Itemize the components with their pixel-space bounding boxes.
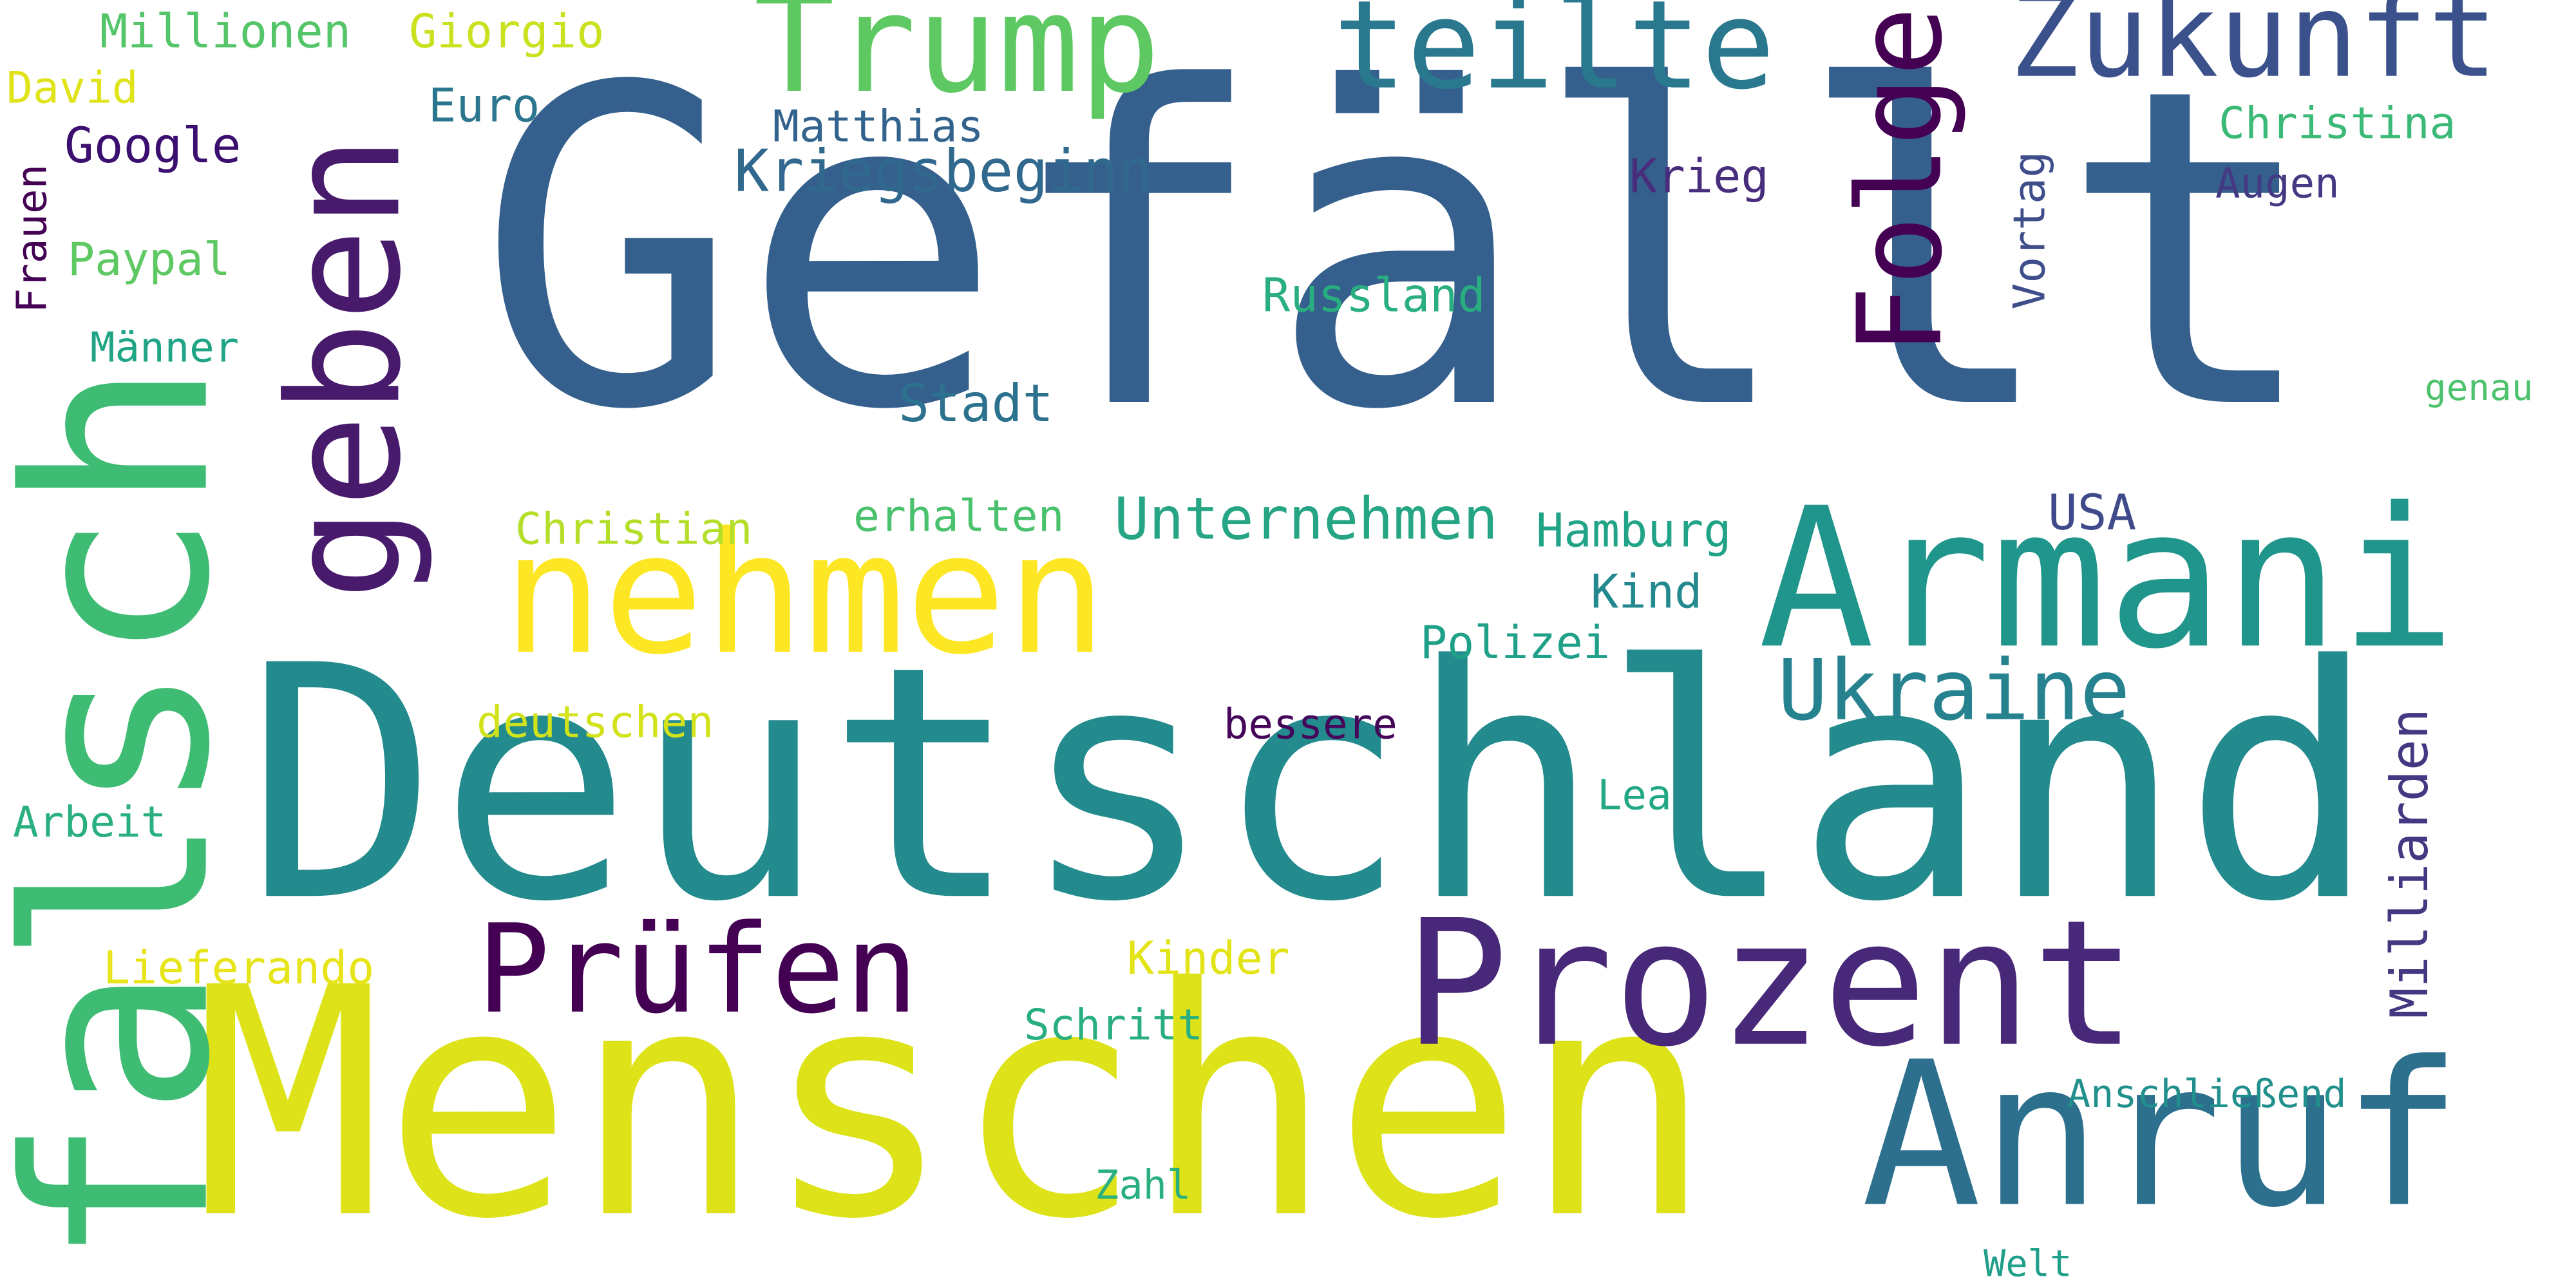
- word-trump: Trump: [753, 0, 1160, 123]
- word-nehmen: nehmen: [502, 497, 1107, 692]
- word-paypal: Paypal: [68, 233, 231, 286]
- word-anschließend: Anschließend: [2067, 1072, 2346, 1117]
- word-genau: genau: [2425, 367, 2533, 409]
- word-kind: Kind: [1591, 565, 1702, 619]
- word-krieg: Krieg: [1629, 149, 1769, 204]
- word-deutschen: deutschen: [477, 697, 714, 748]
- word-armani: Armani: [1758, 466, 2456, 691]
- word-zukunft: Zukunft: [2009, 0, 2498, 104]
- word-schritt: Schritt: [1024, 1000, 1203, 1050]
- word-ukraine: Ukraine: [1777, 641, 2130, 739]
- word-anruf: Anruf: [1861, 1019, 2462, 1252]
- word-erhalten: erhalten: [853, 491, 1065, 542]
- word-stadt: Stadt: [898, 374, 1054, 433]
- word-matthias: Matthias: [773, 102, 984, 153]
- word-milliarden: Milliarden: [2380, 708, 2439, 1019]
- word-polizei: Polizei: [1420, 616, 1610, 669]
- word-kriegsbeginn: Kriegsbeginn: [734, 137, 1153, 205]
- word-usa: USA: [2048, 484, 2136, 541]
- word-christina: Christina: [2219, 99, 2456, 149]
- word-giorgio: Giorgio: [409, 5, 604, 59]
- word-lieferando: Lieferando: [103, 942, 374, 994]
- word-bessere: bessere: [1224, 701, 1397, 748]
- word-teilte: teilte: [1333, 0, 1775, 117]
- word-millionen: Millionen: [100, 5, 351, 59]
- word-arbeit: Arbeit: [13, 797, 166, 847]
- word-geben: geben: [254, 135, 435, 600]
- word-welt: Welt: [1984, 1243, 2072, 1285]
- word-christian: Christian: [515, 504, 752, 555]
- word-augen: Augen: [2215, 160, 2340, 207]
- word-frauen: Frauen: [8, 164, 56, 313]
- word-menschen: Menschen: [193, 920, 1713, 1288]
- word-google: Google: [64, 117, 242, 174]
- word-prozent: Prozent: [1404, 882, 2137, 1085]
- word-kinder: Kinder: [1127, 932, 1290, 985]
- word-vortag: Vortag: [2005, 151, 2056, 310]
- word-gefällt: Gefällt: [477, 0, 2322, 506]
- word-männer: Männer: [90, 324, 239, 372]
- word-euro: Euro: [428, 79, 540, 133]
- word-zahl: Zahl: [1095, 1161, 1191, 1208]
- word-david: David: [6, 63, 138, 114]
- word-lea: Lea: [1597, 772, 1672, 819]
- word-deutschland: Deutschland: [245, 597, 2377, 972]
- word-hamburg: Hamburg: [1536, 504, 1731, 558]
- word-prüfen: Prüfen: [477, 898, 918, 1041]
- word-russland: Russland: [1262, 269, 1486, 323]
- word-folge: Folge: [1833, 6, 1968, 355]
- word-falsch: falsch: [0, 361, 265, 1268]
- word-unternehmen: Unternehmen: [1114, 485, 1498, 553]
